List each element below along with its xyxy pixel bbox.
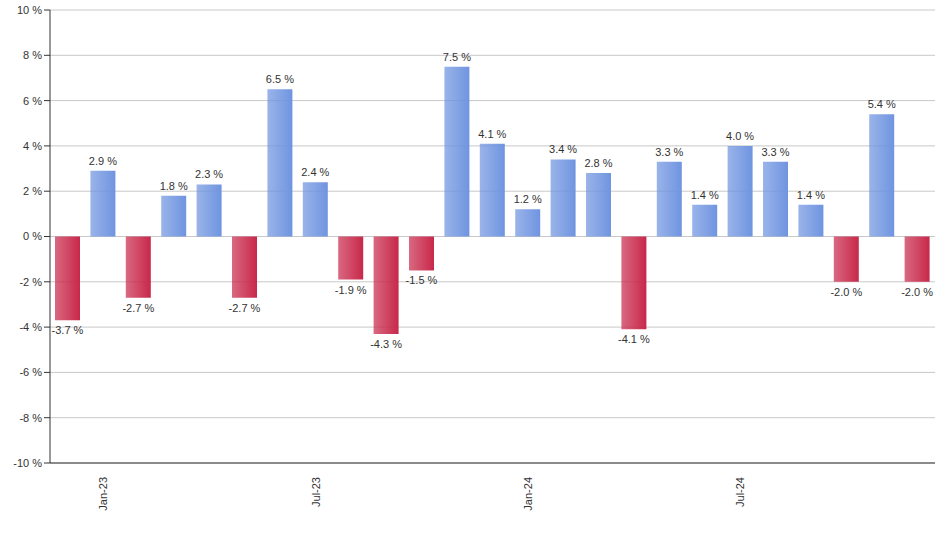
svg-text:-2.7 %: -2.7 % [229, 302, 261, 314]
svg-text:-4 %: -4 % [19, 321, 42, 333]
svg-text:-2.0 %: -2.0 % [830, 286, 862, 298]
svg-text:2.4 %: 2.4 % [301, 166, 329, 178]
svg-text:3.4 %: 3.4 % [549, 143, 577, 155]
svg-text:6.5 %: 6.5 % [266, 73, 294, 85]
svg-text:-6 %: -6 % [19, 366, 42, 378]
svg-text:-1.9 %: -1.9 % [335, 284, 367, 296]
svg-text:2.3 %: 2.3 % [195, 168, 223, 180]
svg-text:1.2 %: 1.2 % [514, 193, 542, 205]
svg-text:2.8 %: 2.8 % [584, 157, 612, 169]
svg-text:1.4 %: 1.4 % [797, 189, 825, 201]
svg-text:Jan-23: Jan-23 [97, 477, 109, 511]
svg-text:-2.7 %: -2.7 % [122, 302, 154, 314]
svg-text:1.8 %: 1.8 % [160, 180, 188, 192]
svg-text:-3.7 %: -3.7 % [52, 324, 84, 336]
svg-text:-4.1 %: -4.1 % [618, 333, 650, 345]
svg-text:Jul-24: Jul-24 [734, 477, 746, 507]
svg-text:3.3 %: 3.3 % [655, 146, 683, 158]
svg-text:1.4 %: 1.4 % [691, 189, 719, 201]
svg-text:-2.0 %: -2.0 % [901, 286, 932, 298]
svg-text:4 %: 4 % [23, 140, 42, 152]
svg-text:7.5 %: 7.5 % [443, 51, 471, 63]
svg-text:-2 %: -2 % [19, 276, 42, 288]
svg-text:Jul-23: Jul-23 [310, 477, 322, 507]
svg-text:6 %: 6 % [23, 95, 42, 107]
svg-text:3.3 %: 3.3 % [761, 146, 789, 158]
svg-text:2.9 %: 2.9 % [89, 155, 117, 167]
svg-text:-10 %: -10 % [13, 457, 42, 469]
svg-text:8 %: 8 % [23, 49, 42, 61]
svg-text:4.0 %: 4.0 % [726, 130, 754, 142]
svg-text:0 %: 0 % [23, 230, 42, 242]
svg-text:-1.5 %: -1.5 % [406, 274, 438, 286]
svg-text:Jan-24: Jan-24 [522, 477, 534, 511]
svg-text:-4.3 %: -4.3 % [370, 338, 402, 350]
svg-text:-8 %: -8 % [19, 412, 42, 424]
svg-text:10 %: 10 % [17, 4, 42, 16]
svg-text:4.1 %: 4.1 % [478, 128, 506, 140]
svg-text:2 %: 2 % [23, 185, 42, 197]
svg-text:5.4 %: 5.4 % [868, 98, 896, 110]
